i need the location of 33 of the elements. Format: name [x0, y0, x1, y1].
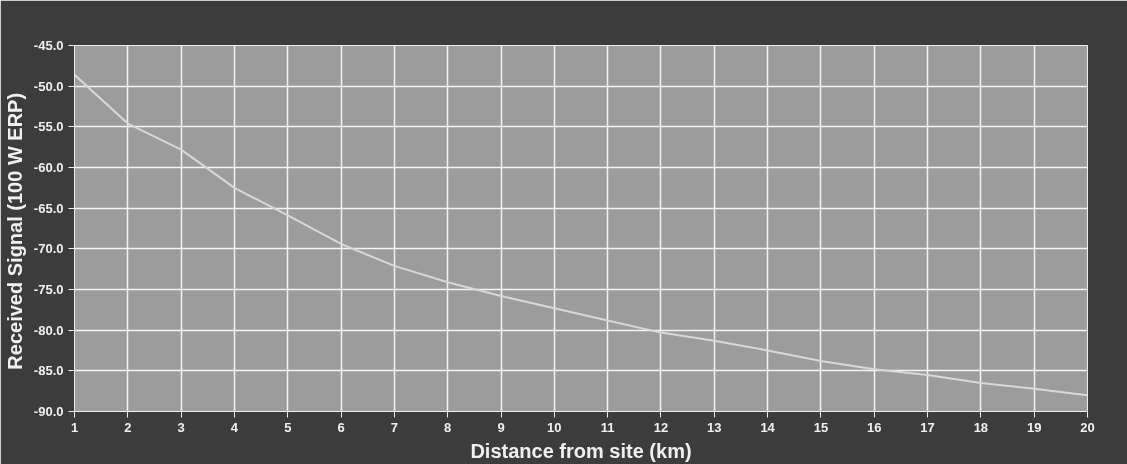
- y-tick-label: -80.0: [33, 322, 64, 338]
- x-tick-label: 16: [867, 419, 882, 435]
- x-tick-label: 10: [547, 419, 562, 435]
- x-tick-label: 13: [707, 419, 722, 435]
- line-series: [74, 73, 1088, 397]
- x-tick-label: 1: [70, 419, 79, 435]
- x-tick-label: 12: [653, 419, 669, 435]
- y-tick-label: -50.0: [33, 78, 64, 94]
- y-tick-label: -65.0: [33, 200, 64, 216]
- x-tick-label: 8: [444, 419, 452, 435]
- x-tick-label: 4: [230, 419, 239, 435]
- y-tick-label: -75.0: [33, 282, 64, 297]
- x-tick-label: 14: [760, 419, 776, 435]
- y-tick-label: -45.0: [33, 38, 64, 53]
- x-tick-label: 11: [600, 419, 615, 435]
- y-tick-label: -55.0: [33, 119, 64, 135]
- x-tick-label: 7: [390, 419, 399, 435]
- x-tick-label: 20: [1080, 419, 1095, 435]
- x-tick-label: 18: [973, 419, 989, 435]
- y-tick-label: -70.0: [33, 241, 64, 257]
- y-tick-label: -60.0: [33, 160, 64, 175]
- x-tick-label: 9: [497, 419, 505, 435]
- x-tick-label: 15: [813, 419, 829, 435]
- y-tick-label: -85.0: [33, 363, 64, 379]
- y-tick-label: -90.0: [33, 404, 64, 419]
- x-tick-label: 19: [1026, 419, 1042, 435]
- x-tick-label: 2: [124, 419, 132, 435]
- x-tick-label: 17: [920, 419, 935, 435]
- x-tick-label: 3: [177, 419, 185, 435]
- x-tick-label: 6: [337, 419, 345, 435]
- x-tick-label: 5: [284, 419, 292, 435]
- x-axis-title: Distance from site (km): [470, 439, 692, 462]
- y-axis-title: Received Signal (100 W ERP): [3, 92, 26, 370]
